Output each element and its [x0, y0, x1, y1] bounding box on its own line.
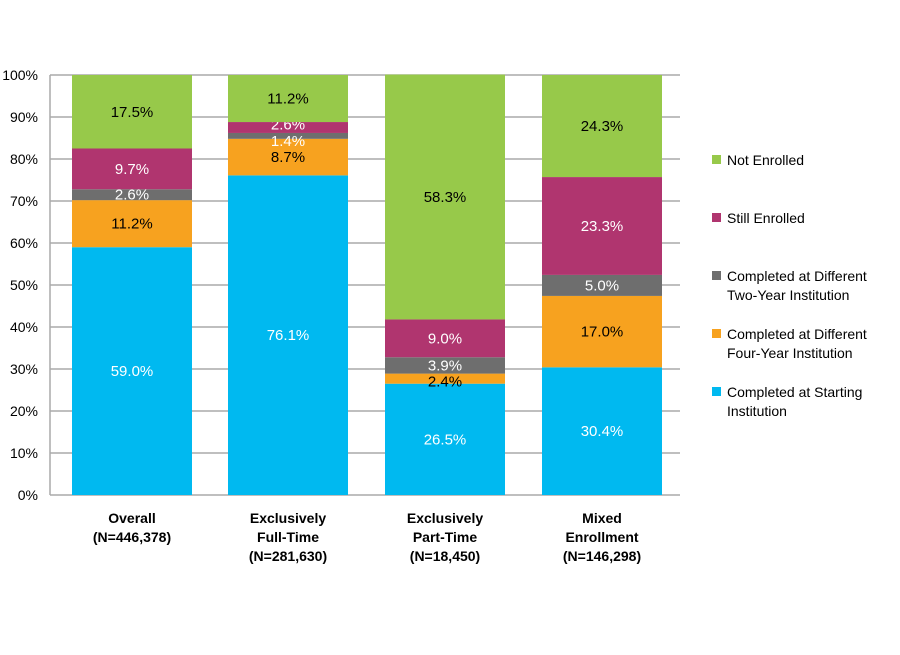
y-tick-label: 0% [18, 487, 38, 503]
bar-segment [228, 175, 348, 495]
bar-segment [542, 295, 662, 368]
data-label: 2.6% [115, 187, 149, 204]
category-label: Full-Time [257, 529, 319, 545]
data-label: 17.5% [111, 104, 154, 121]
data-label: 76.1% [267, 327, 310, 344]
bar-segment [385, 373, 505, 384]
data-label: 2.4% [428, 374, 462, 391]
data-label: 11.2% [267, 91, 308, 108]
y-tick-label: 40% [10, 319, 38, 335]
category-label: Overall [108, 510, 155, 526]
data-label: 58.3% [424, 189, 467, 206]
y-tick-label: 60% [10, 235, 38, 251]
data-label: 17.0% [581, 324, 624, 341]
y-tick-label: 10% [10, 445, 38, 461]
legend-label: Completed at Starting [727, 384, 862, 400]
data-label: 23.3% [581, 218, 624, 235]
y-tick-label: 90% [10, 109, 38, 125]
bar-segment [542, 274, 662, 296]
data-label: 26.5% [424, 431, 467, 448]
y-tick-label: 30% [10, 361, 38, 377]
data-label: 30.4% [581, 423, 624, 440]
legend-swatch [712, 271, 721, 280]
legend-label: Still Enrolled [727, 210, 805, 226]
category-label: Part-Time [413, 529, 478, 545]
data-label: 59.0% [111, 363, 154, 380]
category-label: Exclusively [407, 510, 483, 526]
y-tick-label: 80% [10, 151, 38, 167]
y-tick-label: 20% [10, 403, 38, 419]
legend-swatch [712, 155, 721, 164]
y-tick-label: 100% [2, 67, 38, 83]
legend-label: Four-Year Institution [727, 345, 853, 361]
bar-segment [385, 319, 505, 358]
legend-label: Two-Year Institution [727, 287, 849, 303]
bar-segment [228, 75, 348, 123]
bar-segment [385, 357, 505, 374]
data-label: 5.0% [585, 277, 619, 294]
legend-label: Not Enrolled [727, 152, 804, 168]
data-label: 9.0% [428, 330, 462, 347]
data-label: 11.2% [111, 216, 152, 233]
legend-label: Completed at Different [727, 326, 867, 342]
bar-segment [385, 383, 505, 495]
bar-segment [72, 247, 192, 495]
legend-label: Completed at Different [727, 268, 867, 284]
category-label: (N=446,378) [93, 529, 171, 545]
category-label: (N=281,630) [249, 548, 327, 564]
bar-segment [228, 138, 348, 176]
bar-segment [72, 200, 192, 248]
bar-segment [542, 367, 662, 495]
bar-segment [542, 75, 662, 178]
legend-label: Institution [727, 403, 787, 419]
category-label: Exclusively [250, 510, 326, 526]
data-label: 9.7% [115, 161, 149, 178]
bar-segment [228, 132, 348, 139]
category-label: (N=146,298) [563, 548, 641, 564]
bar-segment [228, 122, 348, 133]
legend-swatch [712, 387, 721, 396]
bar-segment [72, 189, 192, 201]
legend-swatch [712, 213, 721, 222]
y-tick-label: 50% [10, 277, 38, 293]
data-label: 3.9% [428, 357, 462, 374]
category-label: Enrollment [565, 529, 638, 545]
category-label: Mixed [582, 510, 622, 526]
bar-segment [385, 74, 505, 320]
bar-segment [72, 148, 192, 190]
y-tick-label: 70% [10, 193, 38, 209]
data-label: 24.3% [581, 118, 624, 135]
data-label: 8.7% [271, 149, 305, 166]
data-label: 1.4% [271, 133, 305, 150]
category-label: (N=18,450) [410, 548, 480, 564]
legend-swatch [712, 329, 721, 338]
bar-segment [542, 177, 662, 275]
bar-segment [72, 75, 192, 149]
